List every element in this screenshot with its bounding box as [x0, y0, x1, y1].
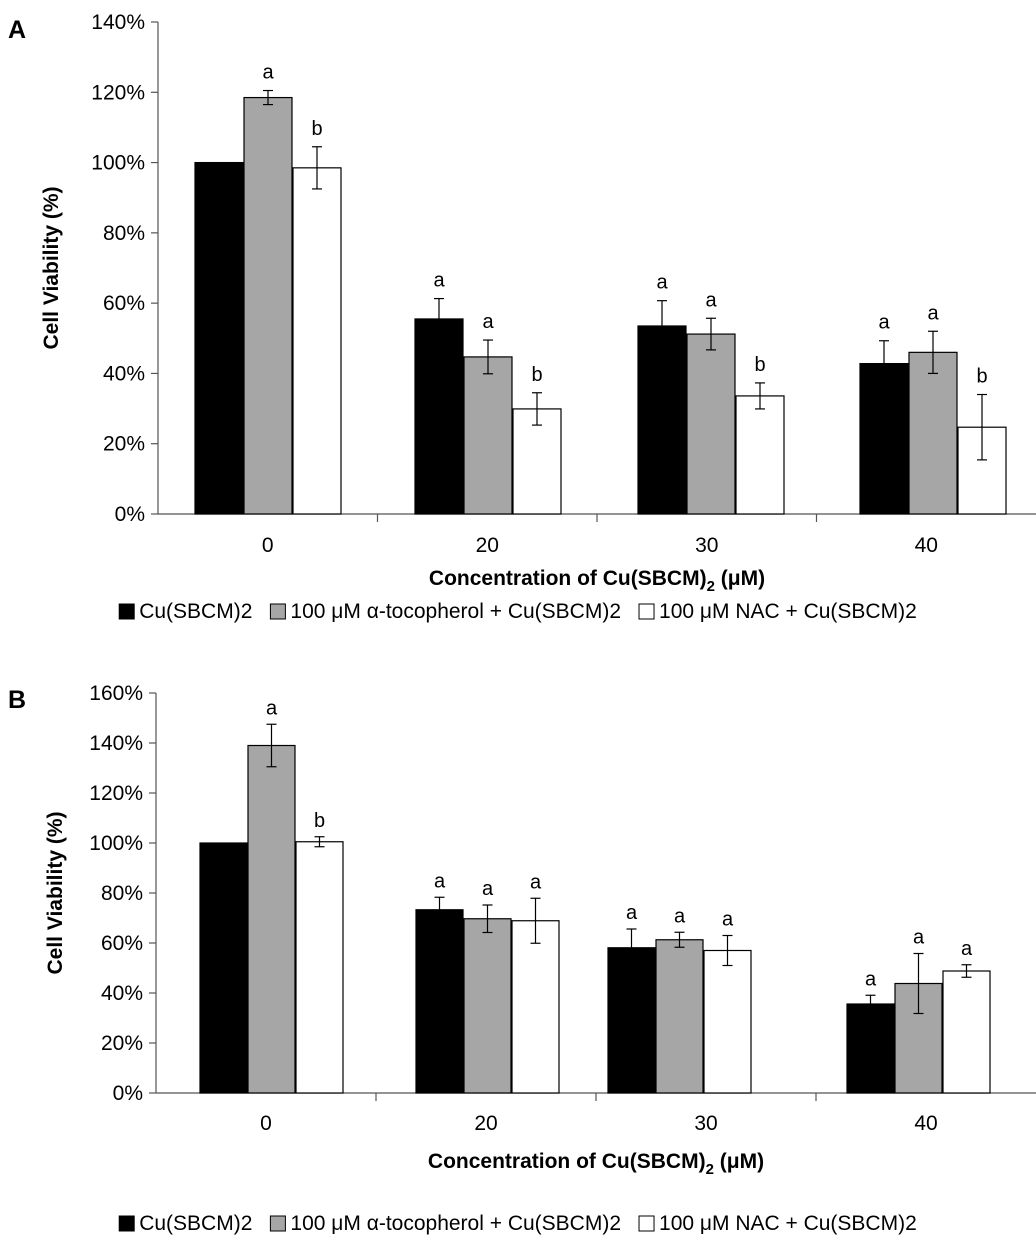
panel-a-y-tick-label: 140% — [91, 11, 145, 34]
panel-a-significance-label: a — [705, 289, 717, 311]
panel-a-significance-label: b — [754, 354, 765, 376]
panel-a-legend-label: Cu(SBCM)2 — [139, 600, 252, 623]
panel-b-significance-label: a — [961, 938, 973, 960]
panel-a-legend-swatch — [118, 603, 135, 620]
panel-a-y-tick-label: 80% — [103, 222, 145, 245]
panel-b-x-tick-label: 40 — [914, 1112, 937, 1135]
panel-a-y-tick-label: 20% — [103, 433, 145, 456]
panel-b-bar — [942, 970, 991, 1094]
panel-a-y-tick-label: 40% — [103, 362, 145, 385]
panel-b-bar — [511, 920, 560, 1094]
panel-b-legend-swatch — [118, 1215, 135, 1232]
panel-b-y-tick-label: 40% — [101, 982, 143, 1005]
panel-b-significance-label: a — [266, 697, 278, 719]
panel-b-legend-label: 100 μM NAC + Cu(SBCM)2 — [659, 1212, 917, 1235]
panel-a-bar — [414, 318, 464, 515]
panel-b-y-axis-label: Cell Viability (%) — [44, 812, 67, 975]
panel-b-x-tick-label: 0 — [260, 1112, 272, 1135]
panel-b-bar — [655, 939, 704, 1094]
panel-b-x-tick-label: 30 — [694, 1112, 717, 1135]
panel-a-x-tick-label: 30 — [695, 534, 718, 557]
panel-b-significance-label: a — [482, 878, 494, 900]
panel-a-bar — [637, 325, 687, 515]
panel-a-bar — [908, 351, 958, 515]
panel-a-bar — [686, 333, 736, 515]
panel-b-label: B — [8, 686, 26, 714]
panel-b-bar — [607, 947, 656, 1094]
panel-b-legend-label: 100 μM α-tocopherol + Cu(SBCM)2 — [290, 1212, 621, 1235]
panel-b-legend-label: Cu(SBCM)2 — [139, 1212, 252, 1235]
panel-b-y-tick-label: 100% — [89, 832, 143, 855]
panel-b-x-axis-label: Concentration of Cu(SBCM)2 (μM) — [428, 1150, 764, 1178]
panel-b-significance-label: b — [314, 810, 325, 832]
panel-b-significance-label: a — [674, 905, 686, 927]
panel-b-bar — [846, 1003, 895, 1094]
panel-b-significance-label: a — [434, 870, 446, 892]
panel-a-y-tick-label: 120% — [91, 81, 145, 104]
panel-a-significance-label: a — [927, 302, 939, 324]
panel-b-x-tick-label: 20 — [474, 1112, 497, 1135]
panel-b-legend-swatch — [638, 1215, 655, 1232]
panel-a-significance-label: a — [656, 272, 668, 294]
panel-b-significance-label: a — [865, 968, 877, 990]
panel-a-legend-label: 100 μM α-tocopherol + Cu(SBCM)2 — [290, 600, 621, 623]
panel-b-y-tick-label: 160% — [89, 682, 143, 705]
panel-a-significance-label: a — [262, 62, 274, 84]
panel-a-label: A — [8, 16, 26, 44]
panel-b-y-tick-label: 60% — [101, 932, 143, 955]
panel-b-y-tick-label: 0% — [113, 1082, 143, 1105]
panel-b-legend-swatch — [269, 1215, 286, 1232]
panel-a-legend-swatch — [638, 603, 655, 620]
panel-b-bar — [295, 841, 344, 1094]
panel-a-bar — [243, 96, 293, 515]
panel-a-x-tick-label: 0 — [262, 534, 274, 557]
panel-b-y-tick-label: 80% — [101, 882, 143, 905]
panel-a-bar — [463, 356, 513, 515]
panel-b-significance-label: a — [722, 909, 734, 931]
panel-b-bar — [415, 909, 464, 1094]
panel-a-significance-label: b — [311, 118, 322, 140]
panel-a-significance-label: b — [531, 364, 542, 386]
panel-a-bar — [194, 161, 244, 515]
panel-a-significance-label: a — [482, 311, 494, 333]
panel-a-y-tick-label: 0% — [115, 503, 145, 526]
panel-a-y-axis-label: Cell Viability (%) — [40, 187, 63, 350]
panel-b-significance-label: a — [530, 871, 542, 893]
panel-a-bar — [735, 395, 785, 515]
panel-a-bar — [292, 167, 342, 515]
panel-b-bar — [199, 842, 248, 1094]
panel-a-significance-label: b — [976, 366, 987, 388]
panel-b-bar — [247, 744, 296, 1094]
panel-a-significance-label: a — [878, 312, 890, 334]
panel-a-x-tick-label: 40 — [915, 534, 938, 557]
panel-a-x-tick-label: 20 — [476, 534, 499, 557]
panel-a-y-tick-label: 60% — [103, 292, 145, 315]
panel-a-bar — [859, 362, 909, 515]
panel-b-y-tick-label: 120% — [89, 782, 143, 805]
panel-a-significance-label: a — [433, 270, 445, 292]
panel-a-legend-label: 100 μM NAC + Cu(SBCM)2 — [659, 600, 917, 623]
panel-b-bar — [463, 918, 512, 1094]
panel-b-bar — [703, 949, 752, 1094]
panel-a-legend-swatch — [269, 603, 286, 620]
panel-b-y-tick-label: 140% — [89, 732, 143, 755]
panel-a-y-tick-label: 100% — [91, 152, 145, 175]
panel-b-y-tick-label: 20% — [101, 1032, 143, 1055]
panel-b-significance-label: a — [626, 902, 638, 924]
panel-b-significance-label: a — [913, 927, 925, 949]
panel-a-x-axis-label: Concentration of Cu(SBCM)2 (μM) — [429, 567, 765, 595]
